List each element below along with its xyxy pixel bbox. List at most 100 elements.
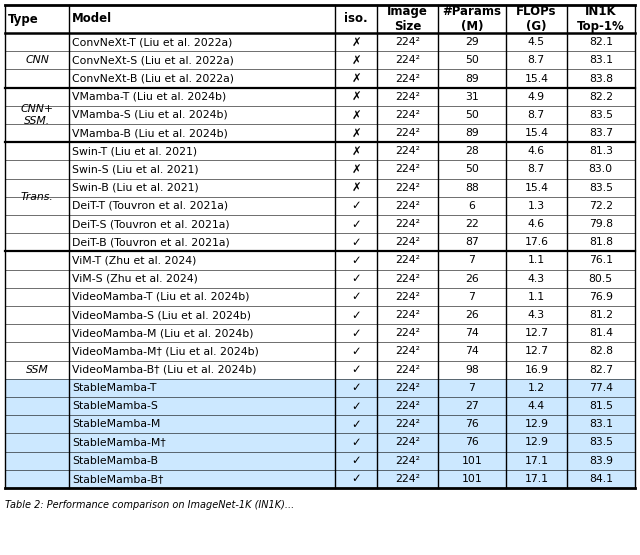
Bar <box>5 361 635 379</box>
Bar <box>5 5 635 33</box>
Text: 83.5: 83.5 <box>589 110 612 120</box>
Text: VMamba-T (Liu et al. 2024b): VMamba-T (Liu et al. 2024b) <box>72 92 227 102</box>
Text: 224²: 224² <box>395 310 420 320</box>
Text: ✗: ✗ <box>351 108 361 122</box>
Text: DeiT-B (Touvron et al. 2021a): DeiT-B (Touvron et al. 2021a) <box>72 238 230 248</box>
Text: 98: 98 <box>465 365 479 375</box>
Text: 81.2: 81.2 <box>589 310 612 320</box>
Text: 8.7: 8.7 <box>528 56 545 65</box>
Text: 224²: 224² <box>395 346 420 356</box>
Bar <box>5 179 635 197</box>
Text: #Params
(M): #Params (M) <box>442 5 501 33</box>
Text: ✗: ✗ <box>351 72 361 85</box>
Text: ✓: ✓ <box>351 218 361 230</box>
Text: 76.1: 76.1 <box>589 255 612 265</box>
Text: DeiT-S (Touvron et al. 2021a): DeiT-S (Touvron et al. 2021a) <box>72 219 230 229</box>
Text: 224²: 224² <box>395 183 420 193</box>
Text: 87: 87 <box>465 238 479 248</box>
Text: 224²: 224² <box>395 201 420 211</box>
Text: 224²: 224² <box>395 401 420 411</box>
Text: 101: 101 <box>461 474 482 484</box>
Text: 224²: 224² <box>395 164 420 174</box>
Text: 1.1: 1.1 <box>528 292 545 302</box>
Text: 17.1: 17.1 <box>524 456 548 466</box>
Text: 77.4: 77.4 <box>589 383 612 393</box>
Text: ConvNeXt-B (Liu et al. 2022a): ConvNeXt-B (Liu et al. 2022a) <box>72 73 234 83</box>
Text: VideoMamba-B† (Liu et al. 2024b): VideoMamba-B† (Liu et al. 2024b) <box>72 365 257 375</box>
Text: StableMamba-S: StableMamba-S <box>72 401 158 411</box>
Text: ✓: ✓ <box>351 345 361 358</box>
Text: StableMamba-B: StableMamba-B <box>72 456 158 466</box>
Text: 82.7: 82.7 <box>589 365 612 375</box>
Text: 17.6: 17.6 <box>524 238 548 248</box>
Bar <box>5 124 635 142</box>
Text: 22: 22 <box>465 219 479 229</box>
Text: 80.5: 80.5 <box>589 274 613 284</box>
Text: 12.9: 12.9 <box>524 419 548 430</box>
Text: 224²: 224² <box>395 456 420 466</box>
Text: 82.8: 82.8 <box>589 346 612 356</box>
Text: 224²: 224² <box>395 274 420 284</box>
Bar <box>5 106 635 124</box>
Text: ✗: ✗ <box>351 127 361 140</box>
Text: ✓: ✓ <box>351 381 361 395</box>
Bar <box>5 379 635 397</box>
Text: 12.7: 12.7 <box>524 329 548 339</box>
Text: 7: 7 <box>468 292 476 302</box>
Text: 224²: 224² <box>395 219 420 229</box>
Text: 1.1: 1.1 <box>528 255 545 265</box>
Text: ✓: ✓ <box>351 400 361 412</box>
Text: SSM: SSM <box>26 365 49 375</box>
Text: 4.6: 4.6 <box>528 219 545 229</box>
Text: VideoMamba-S (Liu et al. 2024b): VideoMamba-S (Liu et al. 2024b) <box>72 310 251 320</box>
Text: DeiT-T (Touvron et al. 2021a): DeiT-T (Touvron et al. 2021a) <box>72 201 228 211</box>
Text: 50: 50 <box>465 56 479 65</box>
Text: 74: 74 <box>465 329 479 339</box>
Text: Swin-B (Liu et al. 2021): Swin-B (Liu et al. 2021) <box>72 183 199 193</box>
Text: ConvNeXt-S (Liu et al. 2022a): ConvNeXt-S (Liu et al. 2022a) <box>72 56 234 65</box>
Text: 27: 27 <box>465 401 479 411</box>
Text: 50: 50 <box>465 110 479 120</box>
Text: 224²: 224² <box>395 73 420 83</box>
Text: VideoMamba-T (Liu et al. 2024b): VideoMamba-T (Liu et al. 2024b) <box>72 292 250 302</box>
Text: 83.5: 83.5 <box>589 437 612 447</box>
Text: 224²: 224² <box>395 128 420 138</box>
Bar <box>5 215 635 233</box>
Text: 82.2: 82.2 <box>589 92 612 102</box>
Text: VMamba-S (Liu et al. 2024b): VMamba-S (Liu et al. 2024b) <box>72 110 228 120</box>
Text: ✓: ✓ <box>351 454 361 467</box>
Text: VideoMamba-M (Liu et al. 2024b): VideoMamba-M (Liu et al. 2024b) <box>72 329 253 339</box>
Text: 4.9: 4.9 <box>528 92 545 102</box>
Bar <box>5 306 635 324</box>
Text: 4.6: 4.6 <box>528 147 545 157</box>
Bar <box>5 270 635 288</box>
Text: 88: 88 <box>465 183 479 193</box>
Text: 15.4: 15.4 <box>524 128 548 138</box>
Text: FLOPs
(G): FLOPs (G) <box>516 5 557 33</box>
Text: 26: 26 <box>465 310 479 320</box>
Text: ✓: ✓ <box>351 436 361 449</box>
Text: 83.8: 83.8 <box>589 73 612 83</box>
Text: 26: 26 <box>465 274 479 284</box>
Text: 31: 31 <box>465 92 479 102</box>
Text: ViM-T (Zhu et al. 2024): ViM-T (Zhu et al. 2024) <box>72 255 196 265</box>
Text: 8.7: 8.7 <box>528 110 545 120</box>
Bar <box>5 433 635 452</box>
Text: ✓: ✓ <box>351 472 361 486</box>
Text: ViM-S (Zhu et al. 2024): ViM-S (Zhu et al. 2024) <box>72 274 198 284</box>
Text: ✓: ✓ <box>351 272 361 285</box>
Bar <box>5 69 635 88</box>
Text: 81.5: 81.5 <box>589 401 612 411</box>
Text: ✗: ✗ <box>351 54 361 67</box>
Text: 16.9: 16.9 <box>524 365 548 375</box>
Text: ConvNeXt-T (Liu et al. 2022a): ConvNeXt-T (Liu et al. 2022a) <box>72 37 232 47</box>
Bar <box>5 33 635 51</box>
Text: 4.5: 4.5 <box>528 37 545 47</box>
Text: 76.9: 76.9 <box>589 292 612 302</box>
Text: 6: 6 <box>468 201 476 211</box>
Bar <box>5 88 635 106</box>
Text: 7: 7 <box>468 255 476 265</box>
Text: 224²: 224² <box>395 437 420 447</box>
Text: 89: 89 <box>465 73 479 83</box>
Text: 12.9: 12.9 <box>524 437 548 447</box>
